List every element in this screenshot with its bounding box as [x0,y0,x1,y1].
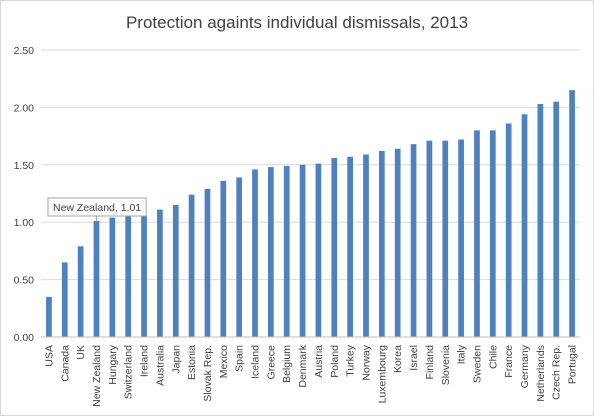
category-label: Finland [424,345,436,380]
category-label: Austria [313,345,325,378]
bar [188,194,195,337]
bar [46,296,52,337]
bar [61,262,68,337]
bar [252,169,258,337]
category-label: Luxembourg [376,345,388,404]
bar [394,148,401,337]
bar [410,144,417,337]
category-label: Korea [392,345,404,373]
bar [141,216,147,337]
bar [426,140,433,337]
category-label: France [503,345,515,378]
data-callout: New Zealand, 1.01 [47,197,147,222]
category-label: Hungary [107,344,119,384]
bar [283,165,290,337]
category-label: Mexico [218,345,230,378]
category-label: USA [43,345,55,367]
y-tick-label: 1.50 [14,160,35,172]
category-label: Ireland [139,345,151,377]
callout-label: New Zealand, 1.01 [53,202,141,214]
category-label: Netherlands [535,345,547,402]
bar [553,101,560,337]
y-axis-ticks: 0.00 0.50 1.00 1.50 2.00 2.50 [14,45,35,344]
bar [204,188,211,337]
bar [93,221,100,337]
bar [347,156,353,337]
bar [505,123,512,337]
bar [315,163,322,337]
category-label: Australia [154,345,166,386]
y-tick-label: 0.50 [14,275,35,287]
category-label: Spain [234,345,246,372]
chart-title: Protection againts individual dismissals… [126,13,468,32]
bar [220,180,227,337]
category-label: Poland [329,345,341,378]
bar [569,90,575,338]
bar [521,114,528,338]
category-label: Czech Rep. [551,345,563,400]
category-label: Japan [170,345,182,374]
bar [331,157,338,337]
bar [268,167,274,337]
category-label: Israel [408,345,420,371]
bar [458,139,464,337]
bar [363,154,369,337]
bar [442,140,449,337]
category-label: Slovenia [440,345,452,385]
category-label: Estonia [186,345,198,380]
category-label: Portugal [567,345,579,384]
bars [46,90,575,338]
category-label: Norway [360,344,372,380]
bar [378,151,385,337]
category-label: Canada [59,345,71,382]
bar [157,209,163,337]
category-label: Belgium [281,345,293,383]
category-label: Germany [519,344,531,388]
category-label: Denmark [297,344,309,387]
category-label: Switzerland [123,345,135,399]
category-label: UK [75,345,87,360]
category-label: Slovak Rep. [202,345,214,402]
y-tick-label: 2.00 [14,102,35,114]
category-label: Sweden [471,345,483,383]
bar [236,177,243,337]
bar [489,130,496,337]
y-tick-label: 2.50 [14,45,35,57]
callout-box [47,197,147,217]
bar [77,246,84,337]
bar [172,204,179,337]
bar [109,217,116,337]
y-tick-label: 0.00 [14,332,35,344]
category-label: Chile [487,345,499,369]
bar [537,103,544,338]
bar [474,130,480,337]
y-tick-label: 1.00 [14,217,35,229]
bar [299,164,306,337]
bar [125,216,132,337]
category-label: New Zealand [91,345,103,407]
category-label: Turkey [345,344,357,376]
category-label: Italy [456,344,468,364]
category-labels: USA Canada UK New Zealand Hungary Switzerland… [43,344,578,407]
category-label: Greece [265,345,277,380]
category-label: Iceland [250,345,262,379]
